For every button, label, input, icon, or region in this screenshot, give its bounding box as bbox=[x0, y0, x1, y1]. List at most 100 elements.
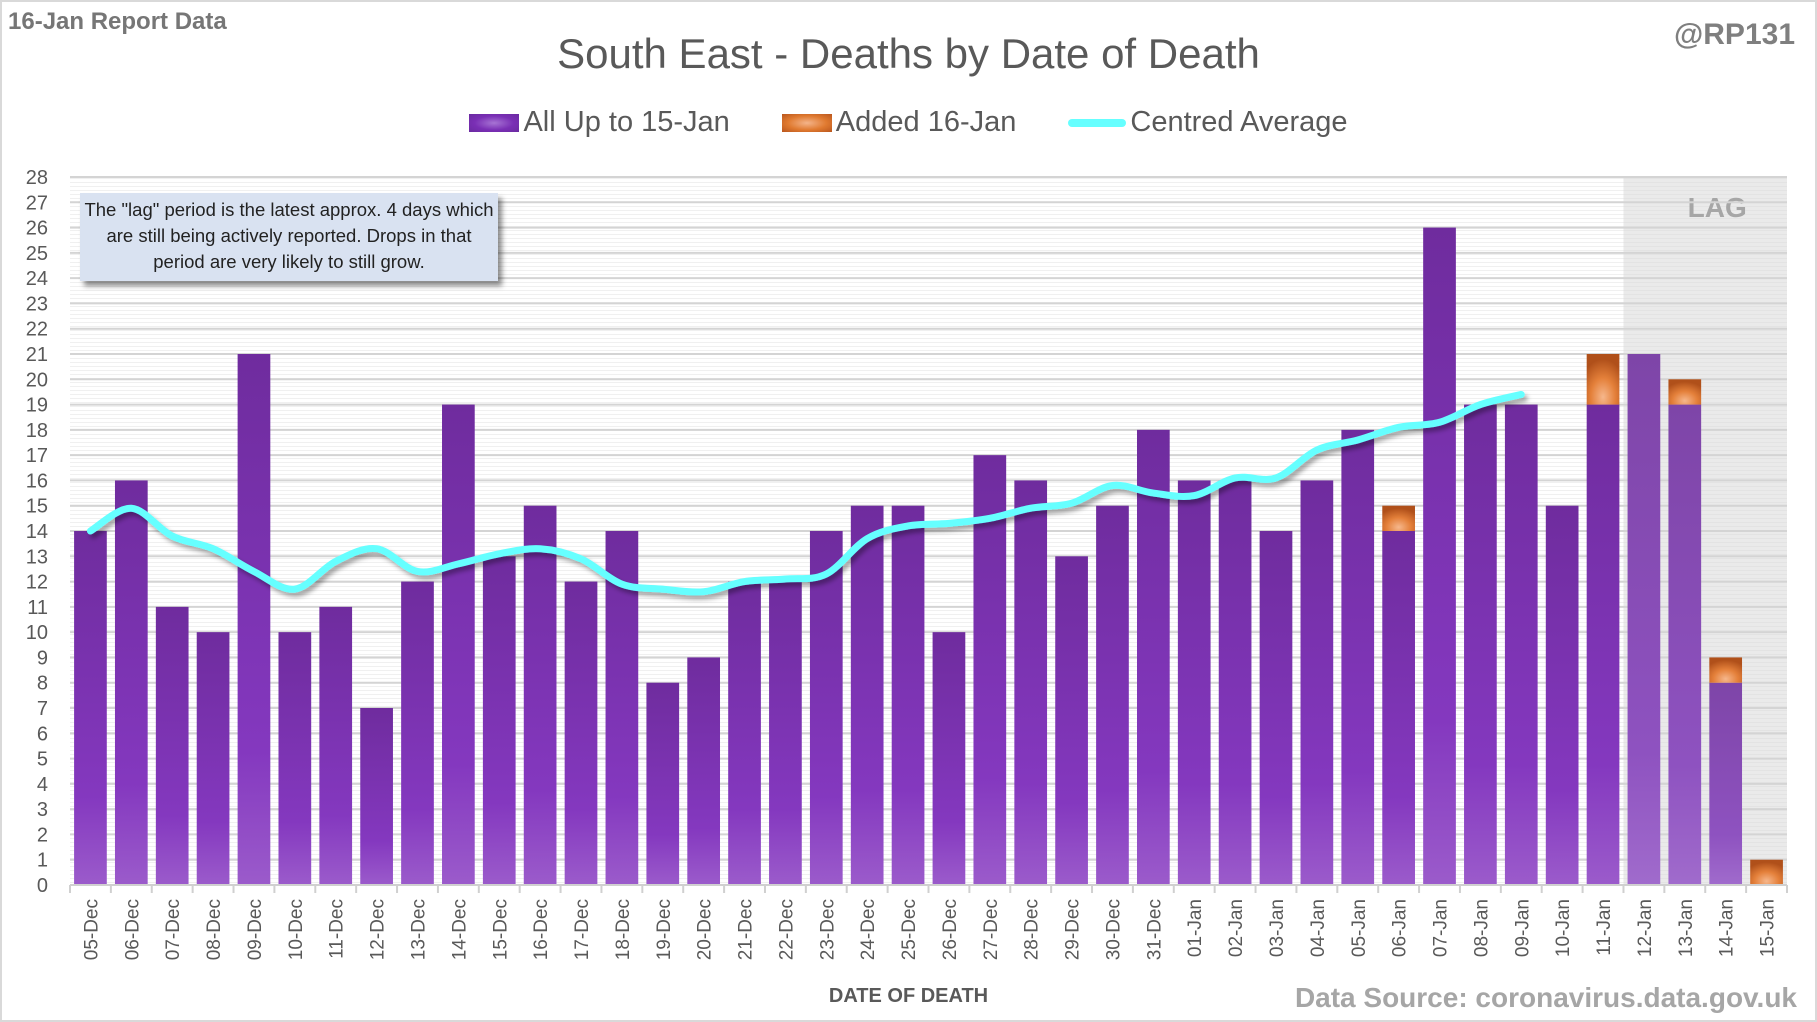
x-tick-label: 10-Jan bbox=[1553, 899, 1574, 957]
x-tick-label: 06-Jan bbox=[1390, 899, 1411, 957]
bar-all-up-to-15-jan bbox=[1341, 429, 1375, 885]
x-tick-label: 24-Dec bbox=[858, 899, 879, 960]
y-tick-label: 21 bbox=[26, 344, 48, 366]
y-tick-label: 18 bbox=[26, 420, 48, 442]
bar-all-up-to-15-jan bbox=[1423, 227, 1456, 886]
bar-all-up-to-15-jan bbox=[932, 632, 966, 885]
x-tick-label: 09-Dec bbox=[245, 899, 266, 960]
y-tick-label: 22 bbox=[26, 319, 48, 341]
x-tick-label: 14-Dec bbox=[449, 899, 470, 960]
y-tick-label: 11 bbox=[27, 597, 48, 619]
legend-swatch-purple bbox=[469, 113, 520, 132]
bar-all-up-to-15-jan bbox=[1055, 556, 1088, 885]
x-tick-label: 20-Dec bbox=[695, 899, 716, 960]
bar-added-16-jan bbox=[1586, 354, 1620, 405]
bars bbox=[74, 227, 1783, 886]
bar-all-up-to-15-jan bbox=[401, 581, 434, 885]
x-tick-label: 03-Jan bbox=[1267, 899, 1288, 957]
bar-all-up-to-15-jan bbox=[278, 632, 312, 885]
x-tick-label: 18-Dec bbox=[613, 899, 634, 960]
data-source-label: Data Source: coronavirus.data.gov.uk bbox=[1294, 982, 1797, 1013]
y-tick-label: 2 bbox=[37, 824, 48, 846]
legend-item-added[interactable]: Added 16-Jan bbox=[781, 106, 1017, 139]
x-tick-label: 30-Dec bbox=[1103, 899, 1124, 960]
x-tick-label: 12-Jan bbox=[1635, 899, 1656, 957]
bar-all-up-to-15-jan bbox=[1709, 682, 1743, 885]
x-tick-label: 15-Jan bbox=[1758, 899, 1779, 957]
bar-all-up-to-15-jan bbox=[74, 531, 107, 885]
y-tick-label: 17 bbox=[26, 445, 48, 467]
y-tick-label: 26 bbox=[26, 218, 48, 240]
legend-label: Centred Average bbox=[1130, 106, 1348, 138]
x-tick-label: 23-Dec bbox=[817, 899, 838, 960]
lag-note-box: The "lag" period is the latest approx. 4… bbox=[80, 193, 498, 281]
bar-all-up-to-15-jan bbox=[155, 606, 189, 885]
bar-all-up-to-15-jan bbox=[482, 556, 516, 885]
x-axis-title: DATE OF DEATH bbox=[828, 985, 989, 1007]
bar-all-up-to-15-jan bbox=[319, 606, 353, 885]
x-tick-label: 07-Dec bbox=[163, 899, 184, 960]
bar-all-up-to-15-jan bbox=[1545, 505, 1579, 885]
bar-all-up-to-15-jan bbox=[1464, 404, 1497, 885]
y-tick-label: 5 bbox=[37, 749, 48, 771]
bar-added-16-jan bbox=[1382, 505, 1415, 531]
legend-label: Added 16-Jan bbox=[835, 106, 1017, 138]
bar-added-16-jan bbox=[1709, 657, 1743, 683]
x-tick-label: 01-Jan bbox=[1185, 899, 1206, 957]
legend-item-centred-average[interactable]: Centred Average bbox=[1068, 106, 1348, 139]
bar-all-up-to-15-jan bbox=[1177, 480, 1211, 885]
x-tick-label: 08-Dec bbox=[204, 899, 225, 960]
y-tick-label: 7 bbox=[37, 698, 48, 720]
y-tick-label: 19 bbox=[26, 395, 48, 417]
bar-all-up-to-15-jan bbox=[1586, 404, 1620, 885]
x-tick-label: 27-Dec bbox=[981, 899, 1002, 960]
bar-all-up-to-15-jan bbox=[196, 632, 230, 885]
x-tick-label: 19-Dec bbox=[654, 899, 675, 960]
y-tick-label: 12 bbox=[26, 572, 48, 594]
legend-label: All Up to 15-Jan bbox=[523, 106, 730, 138]
x-tick-label: 04-Jan bbox=[1308, 899, 1329, 957]
x-tick-label: 15-Dec bbox=[490, 899, 511, 960]
bar-all-up-to-15-jan bbox=[1218, 480, 1252, 885]
x-tick-label: 11-Dec bbox=[327, 899, 348, 959]
bar-all-up-to-15-jan bbox=[1300, 480, 1334, 885]
bar-all-up-to-15-jan bbox=[1627, 354, 1661, 885]
bar-all-up-to-15-jan bbox=[1259, 531, 1293, 885]
x-tick-label: 11-Jan bbox=[1594, 899, 1615, 956]
bar-all-up-to-15-jan bbox=[769, 581, 802, 885]
y-tick-label: 13 bbox=[26, 546, 48, 568]
bar-added-16-jan bbox=[1668, 379, 1702, 405]
x-tick-label: 10-Dec bbox=[286, 899, 307, 960]
y-tick-label: 24 bbox=[26, 268, 48, 290]
x-tick-label: 17-Dec bbox=[572, 899, 593, 960]
legend-swatch-orange bbox=[781, 113, 832, 132]
bar-all-up-to-15-jan bbox=[850, 505, 884, 885]
centred-average-line bbox=[86, 390, 1525, 596]
x-tick-label: 21-Dec bbox=[736, 899, 757, 960]
y-tick-label: 6 bbox=[37, 723, 48, 745]
y-tick-label: 20 bbox=[26, 369, 48, 391]
bar-all-up-to-15-jan bbox=[1014, 480, 1048, 885]
bar-all-up-to-15-jan bbox=[1382, 531, 1415, 885]
y-tick-label: 23 bbox=[26, 293, 48, 315]
bar-all-up-to-15-jan bbox=[728, 581, 761, 885]
x-tick-label: 13-Dec bbox=[408, 899, 429, 960]
bar-all-up-to-15-jan bbox=[114, 480, 148, 885]
y-tick-label: 8 bbox=[37, 673, 48, 695]
bar-all-up-to-15-jan bbox=[891, 505, 925, 885]
x-tick-label: 28-Dec bbox=[1022, 899, 1043, 960]
x-tick-label: 22-Dec bbox=[776, 899, 797, 960]
x-tick-label: 29-Dec bbox=[1063, 899, 1084, 960]
author-handle: @RP131 bbox=[1674, 18, 1795, 51]
x-tick-label: 25-Dec bbox=[899, 899, 920, 960]
x-tick-label: 09-Jan bbox=[1512, 899, 1533, 957]
y-tick-label: 10 bbox=[26, 622, 48, 644]
bar-added-16-jan bbox=[1750, 859, 1783, 885]
bar-all-up-to-15-jan bbox=[687, 657, 721, 885]
x-tick-label: 26-Dec bbox=[940, 899, 961, 960]
legend-item-all-up-to[interactable]: All Up to 15-Jan bbox=[469, 106, 730, 139]
x-tick-label: 14-Jan bbox=[1717, 899, 1738, 957]
x-tick-label: 12-Dec bbox=[368, 899, 389, 960]
x-tick-label: 06-Dec bbox=[122, 899, 143, 960]
bar-all-up-to-15-jan bbox=[360, 708, 393, 885]
